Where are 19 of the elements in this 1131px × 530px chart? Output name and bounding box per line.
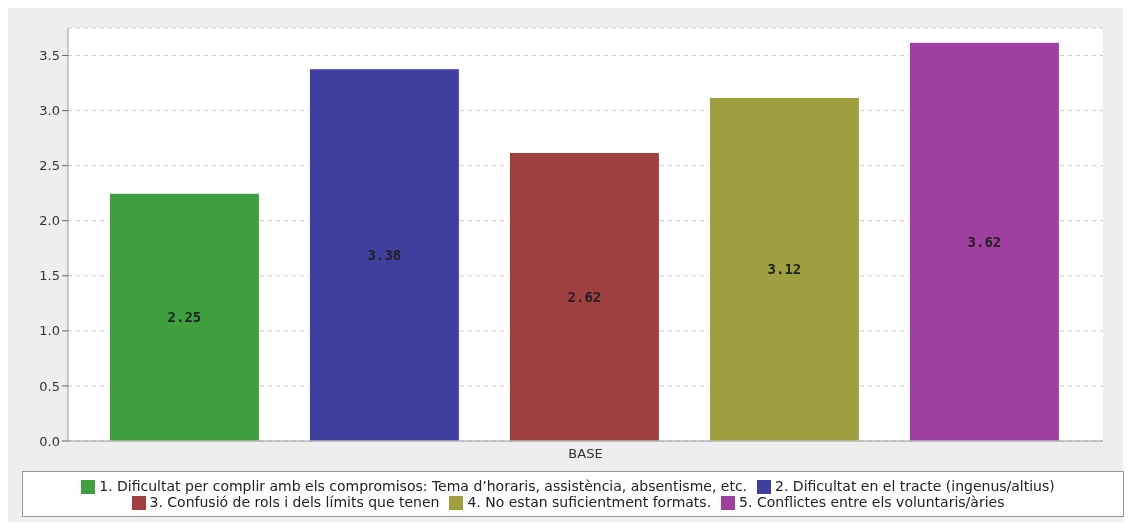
y-tick-label: 0.5	[39, 378, 60, 394]
legend-label: 4. No estan suficientment formats.	[467, 494, 712, 510]
legend-label: 1. Dificultat per complir amb els compromisos: Tema d’horaris, assistència, absentisme, etc.	[99, 478, 748, 494]
legend-label: 3. Confusió de rols i dels límits que tenen	[149, 494, 440, 510]
data-label: 2.25	[167, 309, 202, 326]
data-label: 3.62	[967, 233, 1002, 250]
y-tick-label: 2.5	[39, 158, 60, 174]
data-label: 2.62	[567, 288, 602, 305]
y-tick-label: 3.5	[39, 48, 60, 64]
legend-label: 2. Dificultat en el tracte (ingenus/altius)	[775, 478, 1055, 494]
y-tick-label: 3.0	[39, 103, 60, 119]
x-tick-label: BASE	[568, 446, 603, 462]
y-tick-label: 1.5	[39, 268, 60, 284]
y-tick-label: 1.0	[39, 323, 60, 339]
data-label: 3.12	[767, 261, 802, 278]
data-label: 3.38	[367, 246, 402, 263]
y-tick-label: 2.0	[39, 213, 60, 229]
y-tick-label: 0.0	[39, 433, 60, 449]
legend-label: 5. Conflictes entre els voluntaris/àries	[739, 494, 1005, 510]
